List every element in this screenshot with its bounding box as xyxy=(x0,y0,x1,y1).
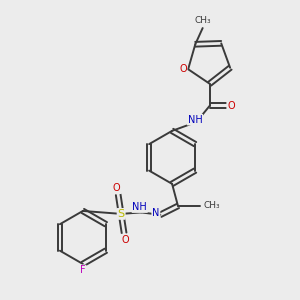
Text: NH: NH xyxy=(188,115,202,125)
Text: S: S xyxy=(118,209,125,219)
Text: F: F xyxy=(80,266,86,275)
Text: N: N xyxy=(152,208,160,218)
Text: NH: NH xyxy=(132,202,147,212)
Text: O: O xyxy=(122,235,129,244)
Text: O: O xyxy=(113,183,121,193)
Text: O: O xyxy=(179,64,187,74)
Text: O: O xyxy=(227,101,235,111)
Text: CH₃: CH₃ xyxy=(195,16,211,25)
Text: CH₃: CH₃ xyxy=(204,201,220,210)
